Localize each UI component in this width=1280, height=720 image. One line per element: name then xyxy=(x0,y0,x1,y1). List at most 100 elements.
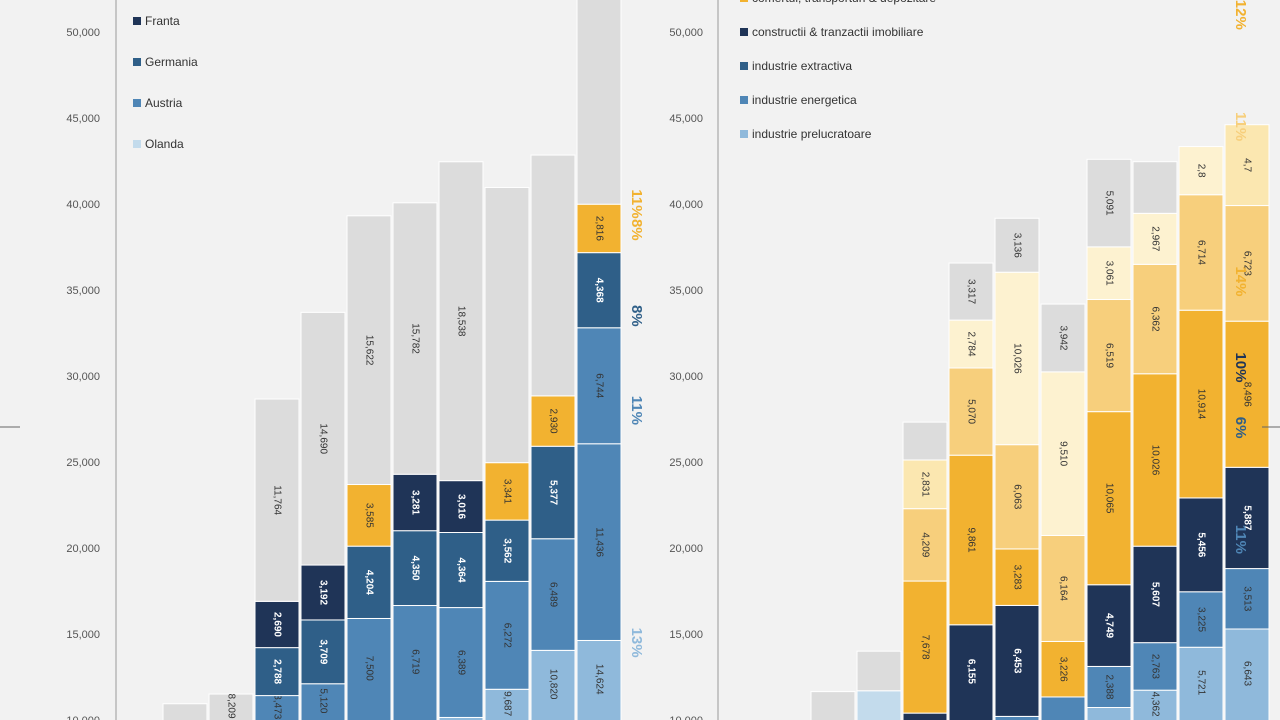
segment-value-label: 3,942 xyxy=(1057,325,1068,350)
share-percent-label: 13% xyxy=(628,628,645,658)
share-percent-label: 11% xyxy=(628,189,645,218)
segment-value-label: 4,362 xyxy=(1149,692,1160,717)
bar-segment xyxy=(1132,642,1178,691)
bar-segment xyxy=(530,649,576,720)
segment-value-label: 3,016 xyxy=(455,494,466,519)
y-tick-label: 35,000 xyxy=(66,285,100,297)
legend-swatch xyxy=(740,0,748,2)
share-percent-label: 6% xyxy=(1232,417,1249,439)
bar-segment xyxy=(1224,320,1270,468)
bar-segment xyxy=(948,367,994,456)
segment-value-label: 11,436 xyxy=(593,527,604,557)
legend-swatch xyxy=(740,96,748,104)
segment-value-label: 2,967 xyxy=(1149,226,1160,251)
segment-value-label: 2,763 xyxy=(1149,654,1160,679)
bar-segment xyxy=(392,473,438,532)
bar-segment xyxy=(1224,568,1270,630)
bar-segment xyxy=(1224,628,1270,720)
segment-value-label: 2,784 xyxy=(965,332,976,357)
segment-value-label: 3,513 xyxy=(1241,586,1252,611)
segment-value-label: 18,538 xyxy=(455,306,466,337)
bar-segment xyxy=(948,262,994,321)
bar-segment xyxy=(1132,545,1178,644)
legend-label: Germania xyxy=(145,55,198,69)
legend-swatch xyxy=(740,62,748,70)
segment-value-label: 4,7 xyxy=(1241,158,1252,172)
y-tick-label: 45,000 xyxy=(66,113,100,125)
legend-label: Austria xyxy=(145,96,183,110)
bar-segment xyxy=(392,202,438,475)
segment-value-label: 6,719 xyxy=(409,649,420,674)
bar-segment xyxy=(530,154,576,397)
segment-value-label: 15,782 xyxy=(409,323,420,354)
segment-value-label: 9,510 xyxy=(1057,441,1068,466)
y-tick-label: 15,000 xyxy=(66,629,100,641)
segment-value-label: 14,624 xyxy=(593,664,604,695)
bar-segment xyxy=(948,624,994,720)
bar-segment xyxy=(1132,161,1178,214)
segment-value-label: 6,489 xyxy=(547,582,558,607)
bar-segment xyxy=(856,690,902,720)
legend-label: constructii & tranzactii imobiliare xyxy=(752,25,924,39)
legend-label: industrie prelucratoare xyxy=(752,127,872,141)
share-percent-label: 10% xyxy=(1232,352,1249,382)
bar-segment xyxy=(1178,497,1224,593)
legend-label: comertul, transporturi & depozitare xyxy=(752,0,936,5)
segment-value-label: 8,209 xyxy=(225,694,236,719)
segment-value-label: 5,120 xyxy=(317,688,328,713)
share-percent-label: 8% xyxy=(628,219,645,241)
segment-value-label: 5,607 xyxy=(1149,582,1160,607)
y-tick-label: 35,000 xyxy=(669,285,703,297)
bar-segment xyxy=(438,532,484,609)
bar-segment xyxy=(902,508,948,582)
legend-swatch xyxy=(133,99,141,107)
bar-segment xyxy=(1086,299,1132,413)
segment-value-label: 6,272 xyxy=(501,623,512,648)
bar-segment xyxy=(576,0,622,205)
segment-value-label: 6,453 xyxy=(1011,648,1022,673)
segment-value-label: 5,070 xyxy=(965,399,976,424)
segment-value-label: 5,721 xyxy=(1195,670,1206,695)
bar-segment xyxy=(254,398,300,602)
bar-segment xyxy=(438,607,484,718)
bar-segment xyxy=(994,271,1040,446)
bar-segment xyxy=(902,459,948,510)
segment-value-label: 3,192 xyxy=(317,580,328,605)
bar-segment xyxy=(948,319,994,369)
share-percent-label: 11% xyxy=(1232,525,1249,554)
bar-segment xyxy=(994,548,1040,606)
bar-segment xyxy=(346,215,392,486)
segment-value-label: 9,861 xyxy=(965,527,976,552)
legend-label: Olanda xyxy=(145,137,184,151)
legend-swatch xyxy=(133,140,141,148)
bar-segment xyxy=(1086,584,1132,667)
y-tick-label: 25,000 xyxy=(669,457,703,469)
bar-segment xyxy=(1224,466,1270,570)
y-tick-label: 10,000 xyxy=(669,715,703,720)
segment-value-label: 3,473 xyxy=(271,694,282,719)
bar-segment xyxy=(1040,303,1086,373)
bar-segment xyxy=(300,311,346,566)
bar-segment xyxy=(1132,373,1178,547)
y-tick-label: 40,000 xyxy=(66,199,100,211)
y-tick-label: 15,000 xyxy=(669,629,703,641)
segment-value-label: 3,341 xyxy=(501,479,512,504)
bar-segment xyxy=(1178,194,1224,311)
segment-value-label: 6,714 xyxy=(1195,240,1206,265)
bar-segment xyxy=(346,545,392,619)
bar-segment xyxy=(484,519,530,582)
segment-value-label: 10,026 xyxy=(1149,445,1160,476)
left-chart-panel: 10,000 15,000 20,000 25,000 30,000 35,000 40,0… xyxy=(66,0,645,720)
segment-value-label: 5,887 xyxy=(1241,505,1252,530)
y-tick-label: 50,000 xyxy=(66,27,100,39)
bar-segment xyxy=(484,186,530,464)
segment-value-label: 10,914 xyxy=(1195,389,1206,420)
segment-value-label: 6,063 xyxy=(1011,484,1022,509)
bar-segment xyxy=(1040,534,1086,642)
segment-value-label: 4,209 xyxy=(919,532,930,557)
bar-segment xyxy=(1040,371,1086,536)
bar-segment xyxy=(530,445,576,540)
right-chart-panel: 10,000 15,000 20,000 25,000 30,000 35,000 40,0… xyxy=(669,0,1270,720)
segment-value-label: 15,622 xyxy=(363,335,374,366)
